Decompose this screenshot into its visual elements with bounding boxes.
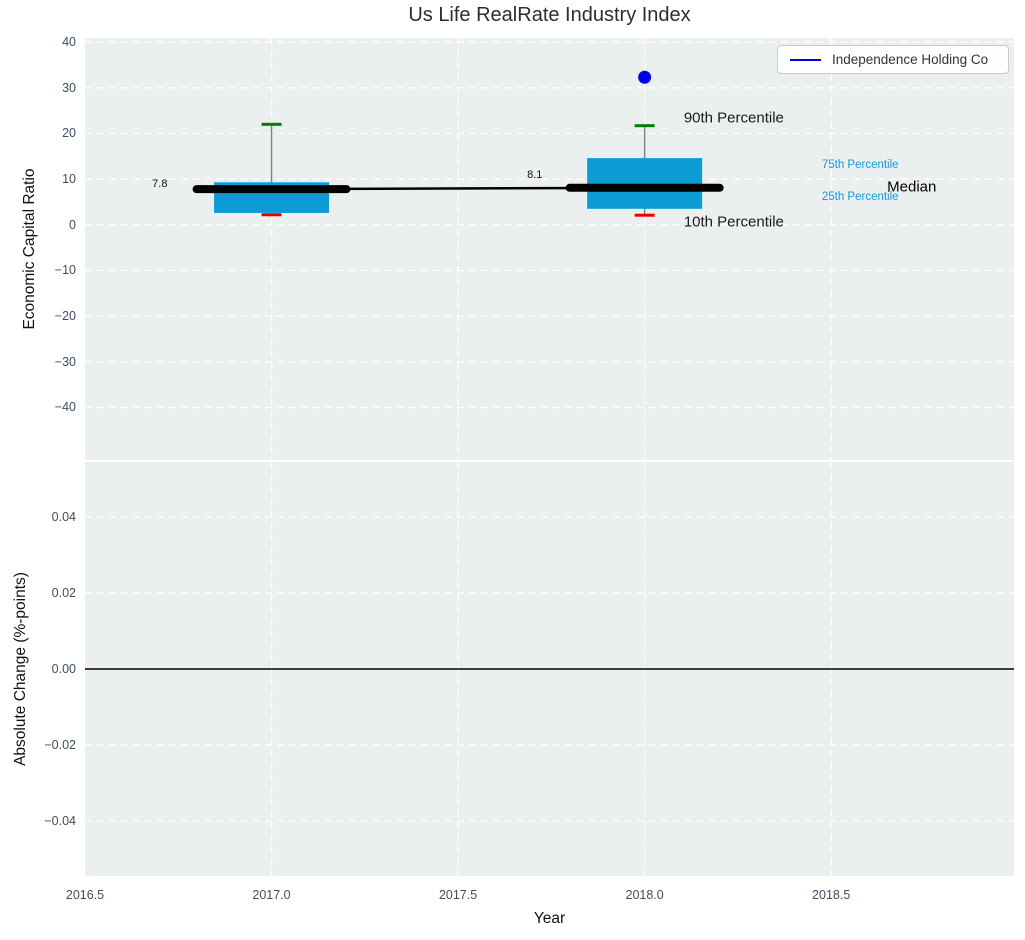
x-tick-label: 2017.5 bbox=[438, 888, 478, 902]
y-tick-label: 30 bbox=[62, 80, 76, 95]
y-tick-label: 20 bbox=[62, 126, 76, 141]
y-tick-label: 40 bbox=[62, 35, 76, 50]
annotation: 7.8 bbox=[152, 178, 167, 190]
y-tick-label: 0 bbox=[69, 217, 76, 232]
legend-line-swatch bbox=[790, 58, 821, 61]
bottom-plot bbox=[85, 462, 1014, 876]
y-tick-label: 0.04 bbox=[51, 510, 76, 525]
x-tick-label: 2018.5 bbox=[812, 888, 851, 902]
annotation: 10th Percentile bbox=[684, 214, 784, 231]
x-tick-label: 2018.0 bbox=[625, 888, 664, 902]
plot-background bbox=[85, 38, 1014, 460]
x-tick-label: 2017.0 bbox=[252, 888, 291, 902]
annotation: 90th Percentile bbox=[684, 109, 784, 126]
y-tick-label: 10 bbox=[62, 172, 76, 187]
y-tick-label: 0.02 bbox=[51, 586, 76, 601]
top-plot: 7.8 8.1 90th Percentile 10th Percentile 75th… bbox=[85, 38, 1014, 460]
annotation: Median bbox=[887, 178, 936, 195]
x-axis-label: Year bbox=[533, 910, 566, 927]
p90-cap-2018 bbox=[634, 124, 655, 128]
annotation: 8.1 bbox=[527, 169, 542, 181]
annotation: 75th Percentile bbox=[822, 159, 899, 171]
p10-cap-2017 bbox=[261, 213, 282, 217]
p90-cap-2017 bbox=[261, 122, 282, 126]
y-tick-label: −20 bbox=[54, 309, 76, 324]
y-tick-label: −40 bbox=[54, 400, 76, 415]
p10-cap-2018 bbox=[634, 213, 655, 217]
y-tick-label: −30 bbox=[54, 354, 76, 369]
chart-title: Us Life RealRate Industry Index bbox=[408, 4, 691, 26]
y-axis-label-top: Economic Capital Ratio bbox=[21, 168, 38, 330]
annotation: 25th Percentile bbox=[822, 191, 899, 203]
company-point bbox=[638, 70, 652, 84]
y-tick-label: −0.02 bbox=[44, 737, 76, 752]
legend: Independence Holding Co bbox=[777, 45, 1009, 74]
iqr-box-2018 bbox=[587, 158, 703, 209]
y-tick-label: 0.00 bbox=[51, 662, 76, 676]
y-tick-label: −0.04 bbox=[44, 813, 76, 828]
x-tick-label: 2016.5 bbox=[65, 888, 105, 902]
y-tick-label: −10 bbox=[54, 263, 76, 278]
legend-label: Independence Holding Co bbox=[832, 52, 989, 67]
